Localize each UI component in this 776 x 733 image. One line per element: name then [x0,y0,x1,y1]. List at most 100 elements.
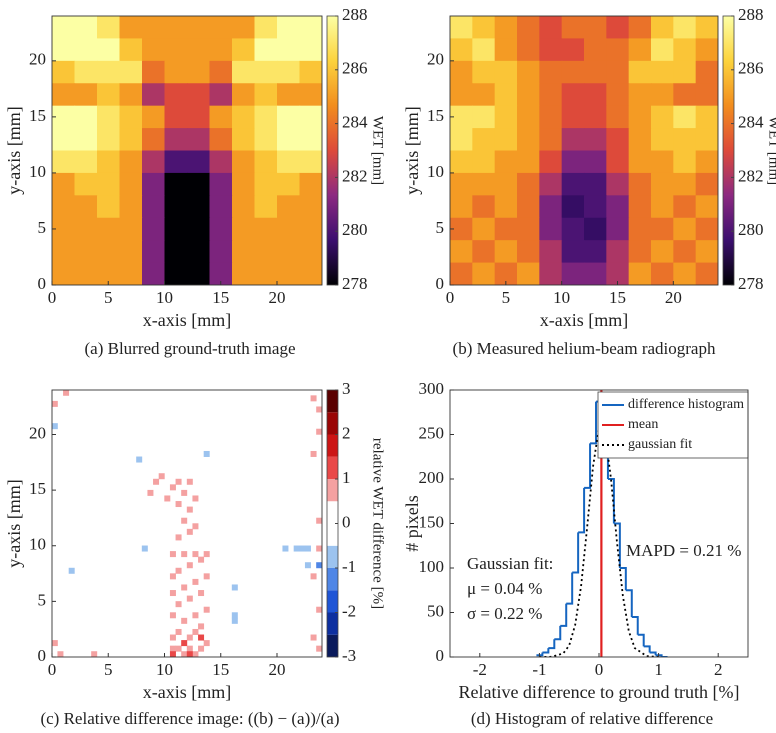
heatmap-cell [539,61,562,84]
heatmap-cell [517,218,540,241]
heatmap-cell [651,263,674,286]
heatmap-cell [52,61,75,84]
heatmap-cell [170,646,176,652]
heatmap-cell [495,61,518,84]
y-tick-label: 0 [436,646,445,665]
heatmap-cell [142,128,165,151]
heatmap-cell [192,579,198,585]
heatmap-cell [170,484,176,490]
heatmap-cell [539,240,562,263]
colorbar-tick-label: -2 [342,601,356,620]
heatmap-cell [584,83,607,106]
colorbar-band [327,635,338,657]
heatmap-cell [450,61,473,84]
colorbar [327,16,338,285]
heatmap-cell [539,195,562,218]
heatmap-cell [629,173,652,196]
heatmap-cell [311,573,317,579]
heatmap-cell [255,151,278,174]
y-tick-label: 50 [427,601,444,620]
heatmap-cell [562,195,585,218]
heatmap-cell [120,128,143,151]
heatmap-cell [495,173,518,196]
heatmap-cell [450,151,473,174]
heatmap-cell [316,429,322,435]
heatmap-cell [255,83,278,106]
heatmap-cell [165,240,188,263]
y-tick-label: 5 [38,590,47,609]
caption: (c) Relative difference image: ((b) − (a… [40,709,339,728]
heatmap-cell [450,38,473,61]
heatmap-cell [232,151,255,174]
heatmap-cell [300,240,323,263]
heatmap-cell [629,240,652,263]
histogram-step [620,568,626,590]
heatmap-cell [495,128,518,151]
heatmap-cell [120,61,143,84]
y-tick-label: 20 [29,50,46,69]
heatmap-cell [192,651,198,657]
heatmap-cell [52,38,75,61]
heatmap-cell [696,173,719,196]
heatmap-cell [176,629,182,635]
heatmap-cell [584,240,607,263]
heatmap-cell [187,596,193,602]
heatmap-cell [300,16,323,39]
heatmap-cell [75,16,98,39]
heatmap-cell [651,61,674,84]
heatmap-cell [277,173,300,196]
colorbar-band [327,613,338,635]
y-tick-label: 20 [427,50,444,69]
y-tick-label: 300 [419,379,445,398]
colorbar-band [327,435,338,457]
heatmap-cell [210,38,233,61]
heatmap-cell [300,38,323,61]
heatmap-cell [584,106,607,129]
heatmap-cell [472,151,495,174]
heatmap-cell [52,151,75,174]
x-tick-label: 20 [665,288,682,307]
histogram-step [578,488,584,533]
heatmap-cell [75,151,98,174]
heatmap-cell [204,451,210,457]
heatmap-cell [187,646,193,652]
heatmap-cell [142,61,165,84]
heatmap-cell [696,195,719,218]
heatmap-cell [673,263,696,286]
heatmap-cell [192,551,198,557]
heatmap-cell [300,218,323,241]
heatmap-cell [120,83,143,106]
heatmap-cell [142,240,165,263]
heatmap-cell [165,151,188,174]
x-tick-label: -2 [473,660,487,679]
colorbar-tick-label: 288 [738,5,764,24]
heatmap-cell [673,83,696,106]
heatmap-cell [629,263,652,286]
heatmap-cell [142,195,165,218]
colorbar-tick-label: 0 [342,512,351,531]
heatmap-cell [170,612,176,618]
heatmap-cell [562,263,585,286]
heatmap-cell [316,562,322,568]
x-tick-label: 0 [595,660,604,679]
heatmap-cell [300,173,323,196]
heatmap-cell [584,61,607,84]
heatmap-cell [97,61,120,84]
heatmap-cell [198,623,204,629]
heatmap-cell [136,457,142,463]
colorbar-label: WET [mm] [370,116,386,185]
colorbar-band [327,568,338,590]
x-axis-label: x-axis [mm] [143,682,231,702]
heatmap-cell [606,151,629,174]
plot-area [450,16,719,286]
heatmap-cell [517,173,540,196]
heatmap-cell [517,263,540,286]
heatmap-cell [255,128,278,151]
heatmap-cell [472,240,495,263]
heatmap-cell [232,195,255,218]
x-tick-label: 5 [104,288,113,307]
histogram-step [632,617,638,635]
heatmap-cell [75,195,98,218]
heatmap-cell [696,218,719,241]
heatmap-cell [472,195,495,218]
